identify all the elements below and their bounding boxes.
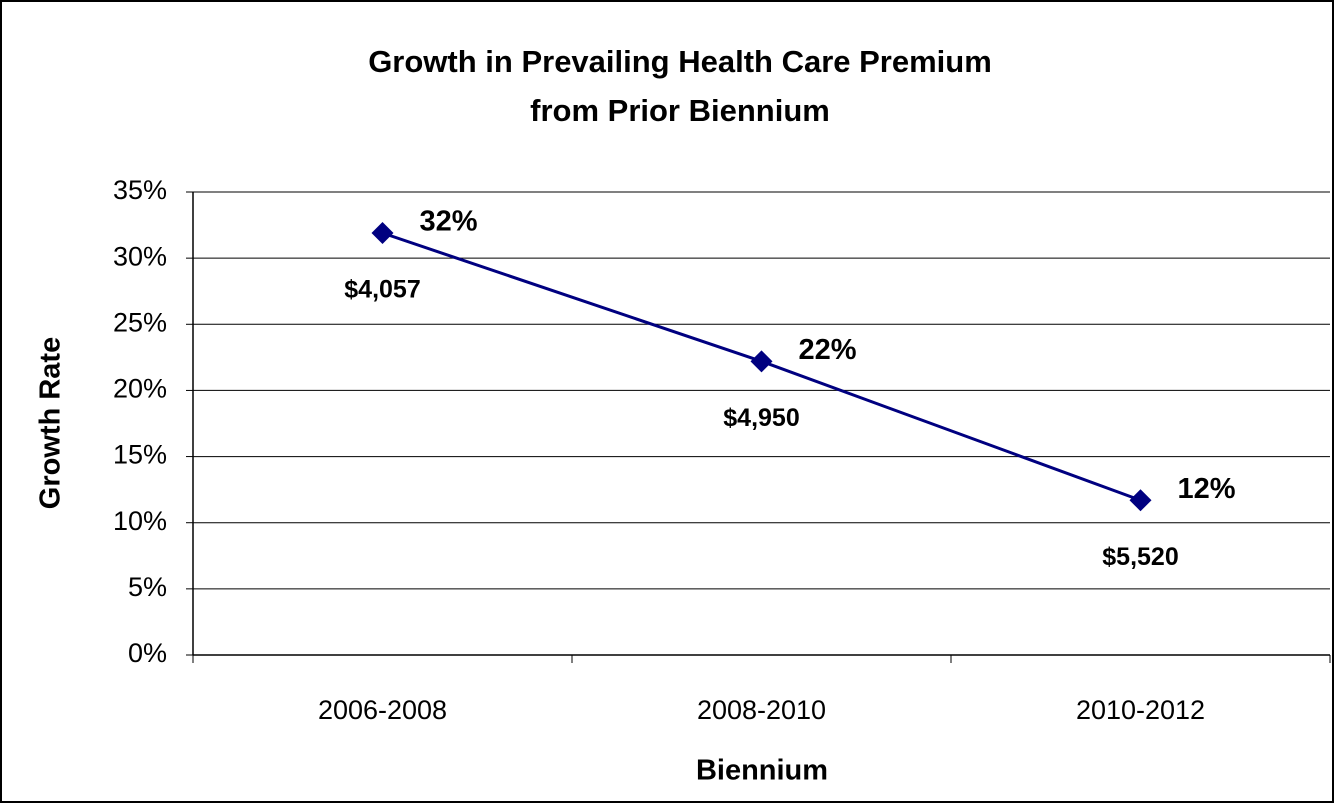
annotation: $4,950 (723, 404, 799, 432)
marker (1129, 489, 1152, 512)
y-tick-label: 15% (113, 440, 167, 470)
x-axis-title: Biennium (696, 755, 828, 787)
marker (371, 222, 394, 245)
marker (750, 350, 773, 373)
y-tick-label: 5% (128, 572, 167, 602)
y-tick-label: 0% (128, 638, 167, 668)
chart-title: Growth in Prevailing Health Care Premium (368, 44, 992, 79)
annotation: $5,520 (1102, 543, 1178, 571)
y-tick-label: 35% (113, 175, 167, 205)
y-tick-label: 20% (113, 374, 167, 404)
y-tick-label: 25% (113, 307, 167, 337)
annotation: $4,057 (344, 276, 420, 304)
x-tick-label: 2010-2012 (1076, 695, 1205, 725)
chart-title: from Prior Biennium (530, 93, 830, 128)
data-label: 32% (420, 206, 478, 238)
data-label: 22% (799, 334, 857, 366)
y-tick-label: 10% (113, 506, 167, 536)
x-tick-label: 2006-2008 (318, 695, 447, 725)
y-axis-title: Growth Rate (35, 337, 67, 509)
y-tick-label: 30% (113, 241, 167, 271)
x-tick-label: 2008-2010 (697, 695, 826, 725)
data-label: 12% (1178, 473, 1236, 505)
